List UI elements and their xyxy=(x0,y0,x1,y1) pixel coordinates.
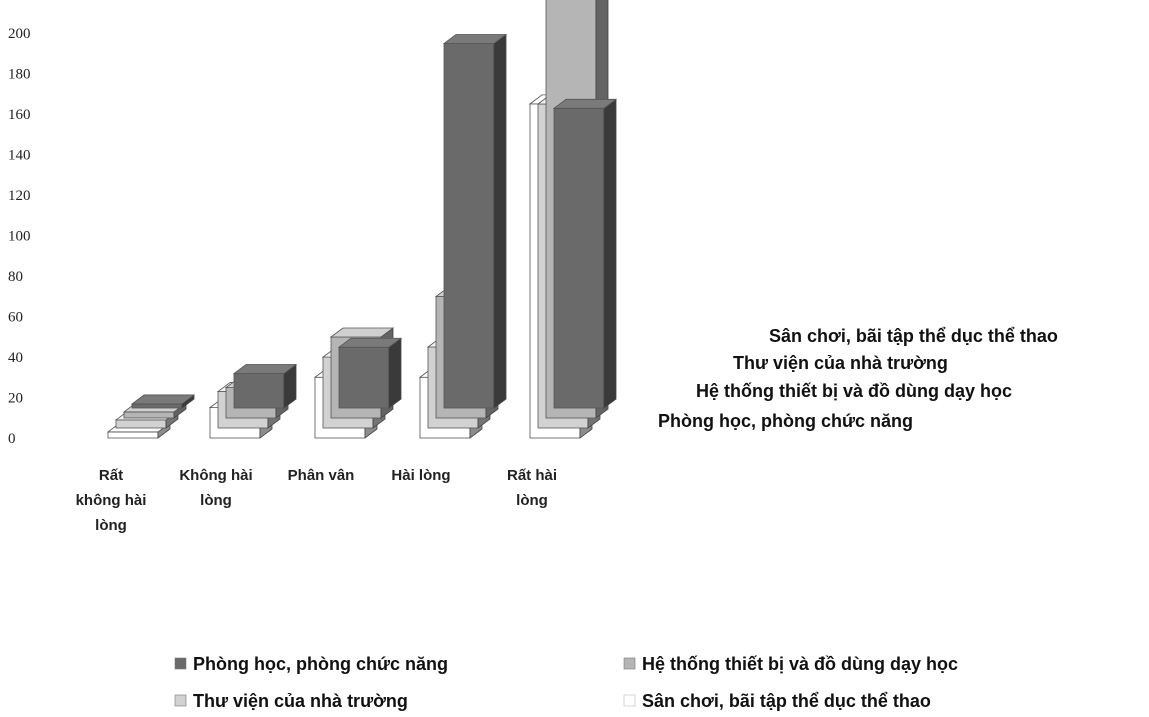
x-tick-label: Không hài lòng xyxy=(179,467,252,509)
x-axis-tick-labels: Rất không hài lòng Không hài lòng Phân vân Hài… xyxy=(76,467,557,534)
legend-swatch xyxy=(174,657,187,670)
legend-label: Hệ thống thiết bị và đồ dùng dạy học xyxy=(642,654,958,674)
bar-0-series-0 xyxy=(130,394,196,409)
y-tick-label: 180 xyxy=(8,67,31,83)
y-axis-ticks: 0 20 40 60 80 100 120 140 160 180 200 xyxy=(8,26,31,447)
legend: Phòng học, phòng chức năng Hệ thống thiết… xyxy=(174,654,958,711)
y-tick-label: 120 xyxy=(8,188,31,204)
depth-axis-labels: Phòng học, phòng chức năng Hệ thống thiết… xyxy=(658,326,1058,431)
x-tick-label: Rất hài lòng xyxy=(507,467,557,509)
legend-item: Sân chơi, bãi tập thể dục thể thao xyxy=(623,691,931,711)
x-tick-label: Rất không hài lòng xyxy=(76,467,147,534)
y-tick-label: 40 xyxy=(8,350,23,366)
y-tick-label: 0 xyxy=(8,431,16,447)
depth-axis-label: Sân chơi, bãi tập thể dục thể thao xyxy=(769,326,1058,346)
legend-label: Thư viện của nhà trường xyxy=(193,691,408,711)
x-tick-label: Phân vân xyxy=(288,467,355,484)
legend-swatch xyxy=(623,657,636,670)
y-tick-label: 160 xyxy=(8,107,31,123)
depth-axis-label: Phòng học, phòng chức năng xyxy=(658,411,913,431)
y-tick-label: 20 xyxy=(8,391,23,407)
bar-3-series-0 xyxy=(442,33,508,409)
y-tick-label: 80 xyxy=(8,269,23,285)
bar-1-series-0 xyxy=(232,363,298,409)
legend-item: Phòng học, phòng chức năng xyxy=(174,654,448,674)
legend-item: Hệ thống thiết bị và đồ dùng dạy học xyxy=(623,654,958,674)
bar-4-series-0 xyxy=(552,98,618,409)
legend-label: Sân chơi, bãi tập thể dục thể thao xyxy=(642,691,931,711)
y-tick-label: 200 xyxy=(8,26,31,42)
depth-axis-label: Thư viện của nhà trường xyxy=(733,353,948,373)
x-tick-label: Hài lòng xyxy=(391,467,450,484)
legend-label: Phòng học, phòng chức năng xyxy=(193,654,448,674)
legend-swatch xyxy=(174,694,187,707)
y-tick-label: 60 xyxy=(8,310,23,326)
legend-item: Thư viện của nhà trường xyxy=(174,691,408,711)
bar-2-series-0 xyxy=(337,337,403,409)
y-tick-label: 100 xyxy=(8,229,31,245)
bar-layer xyxy=(106,0,618,439)
legend-swatch xyxy=(623,694,636,707)
depth-axis-label: Hệ thống thiết bị và đồ dùng dạy học xyxy=(696,381,1012,401)
y-tick-label: 140 xyxy=(8,148,31,164)
